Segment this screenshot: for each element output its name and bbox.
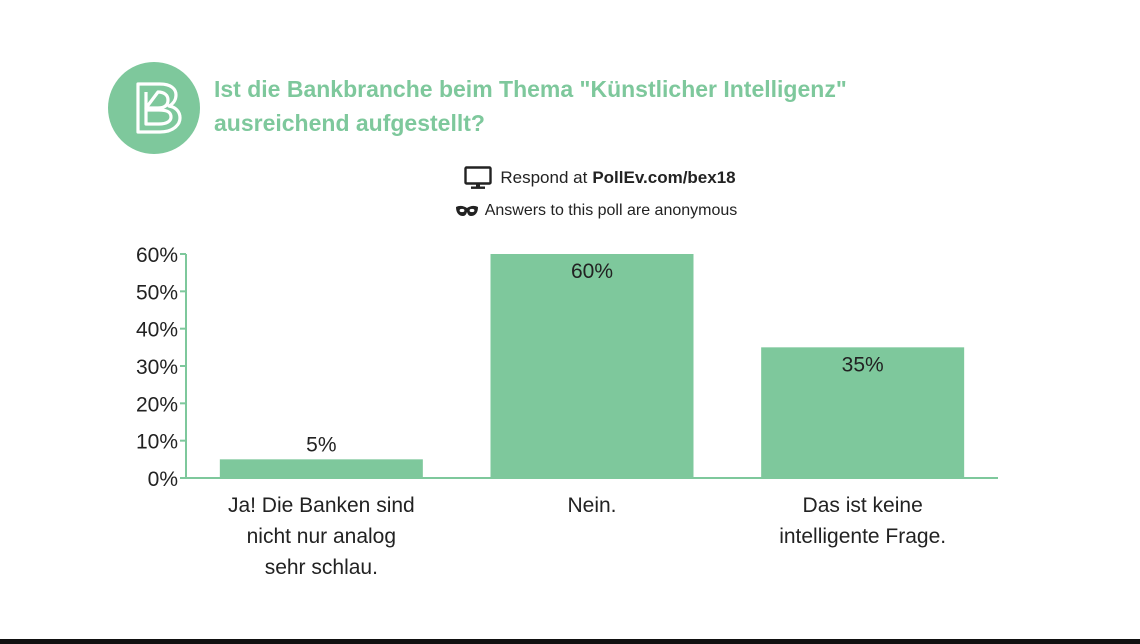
bar xyxy=(761,347,965,478)
respond-instructions: Respond at PollEv.com/bex18 xyxy=(0,164,1140,192)
bar-value-label: 5% xyxy=(306,433,336,456)
mask-icon xyxy=(455,205,478,216)
y-tick-label: 0% xyxy=(148,468,178,491)
bar-value-label: 60% xyxy=(571,260,613,283)
bar xyxy=(490,254,694,478)
respond-prefix: Respond at xyxy=(500,168,588,187)
b-logo-icon xyxy=(108,62,200,154)
category-label: Nein. xyxy=(567,494,616,517)
anonymous-note: Answers to this poll are anonymous xyxy=(484,202,738,219)
category-label: intelligente Frage. xyxy=(779,525,946,548)
y-tick-label: 20% xyxy=(136,393,178,416)
bar xyxy=(219,459,423,478)
category-label: Das ist keine xyxy=(803,494,923,517)
category-label: nicht nur analog xyxy=(247,525,396,548)
poll-question: Ist die Bankbranche beim Thema "Künstlic… xyxy=(214,76,847,136)
category-label: sehr schlau. xyxy=(265,556,378,579)
y-tick-label: 30% xyxy=(136,356,178,379)
anonymous-note-row: Answers to this poll are anonymous xyxy=(0,200,1140,222)
y-tick-label: 50% xyxy=(136,281,178,304)
respond-url[interactable]: PollEv.com/bex18 xyxy=(592,168,736,187)
bar-value-label: 35% xyxy=(842,353,884,376)
y-tick-label: 40% xyxy=(136,319,178,342)
y-tick-label: 60% xyxy=(136,244,178,267)
y-tick-label: 10% xyxy=(136,431,178,454)
category-label: Ja! Die Banken sind xyxy=(228,494,415,517)
monitor-icon xyxy=(464,166,493,189)
bottom-border xyxy=(0,639,1140,644)
